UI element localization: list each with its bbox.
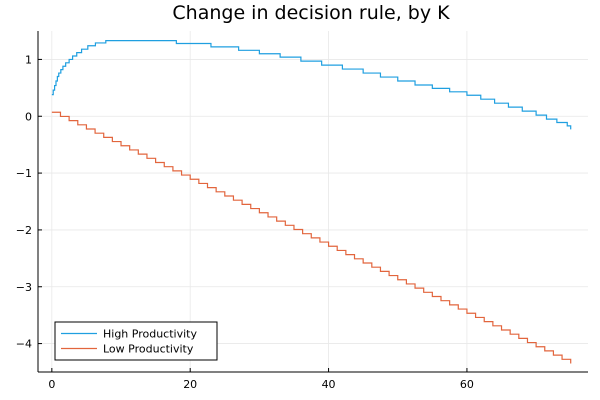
- axes: [37, 31, 588, 373]
- y-tick-label: −2: [16, 224, 32, 237]
- ticks: 0 20 40 60 1 0 −1 −2 −3 −4: [16, 53, 474, 391]
- series-layer: [51, 40, 572, 364]
- y-tick-label: −3: [16, 281, 32, 294]
- series-line-high-productivity: [51, 40, 572, 130]
- x-tick-label: 20: [183, 378, 197, 391]
- y-tick-label: −4: [16, 338, 32, 351]
- x-tick-label: 60: [460, 378, 474, 391]
- x-tick-label: 0: [48, 378, 55, 391]
- legend-box: [54, 321, 218, 361]
- y-tick-label: −1: [16, 167, 32, 180]
- chart-title: Change in decision rule, by K: [172, 2, 450, 24]
- y-tick-label: 1: [25, 53, 32, 66]
- legend: High Productivity Low Productivity: [54, 321, 218, 361]
- grid: [38, 31, 588, 372]
- legend-label-high-productivity: High Productivity: [103, 328, 197, 341]
- x-tick-label: 40: [322, 378, 336, 391]
- series-line-low-productivity: [51, 111, 572, 364]
- legend-label-low-productivity: Low Productivity: [103, 343, 194, 356]
- y-tick-label: 0: [25, 110, 32, 123]
